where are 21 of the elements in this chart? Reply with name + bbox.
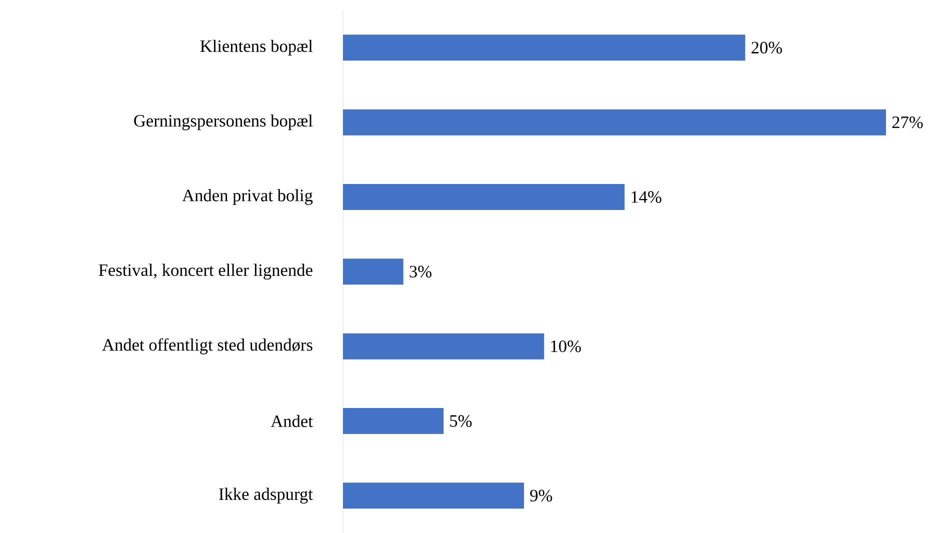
data-label: 10% (551, 340, 581, 352)
bar (343, 333, 544, 360)
data-label: 27% (892, 116, 923, 128)
y-tick-label: Gerningspersonens bopæl (134, 114, 313, 130)
bar (343, 109, 886, 136)
data-label: 14% (632, 191, 662, 203)
y-tick-label: Andet offentligt sted udendørs (102, 338, 312, 354)
bar (343, 258, 404, 285)
data-label: 20% (752, 42, 782, 54)
bar (343, 184, 625, 210)
bar (343, 408, 444, 434)
data-label: 3% (410, 266, 432, 278)
data-label: 9% (530, 490, 552, 502)
data-label: 5% (450, 415, 472, 427)
y-tick-label: Ikke adspurgt (219, 488, 313, 504)
y-tick-label: Klientens bopæl (200, 40, 313, 56)
y-tick-label: Andet (270, 414, 313, 428)
bar (343, 34, 746, 61)
y-tick-label: Anden privat bolig (182, 189, 313, 205)
y-tick-label: Festival, koncert eller lignende (98, 264, 312, 280)
bar (343, 482, 524, 509)
